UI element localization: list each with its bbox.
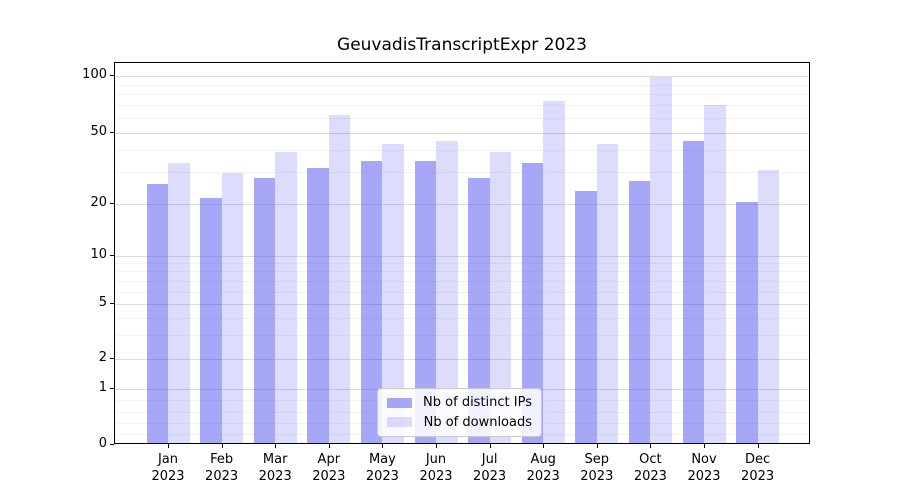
bar-downloads: [328, 114, 351, 443]
x-tick-mark: [168, 444, 169, 448]
y-axis-tick-label: 1: [98, 380, 107, 396]
bar-distinct-ips: [200, 197, 222, 443]
legend: Nb of distinct IPs Nb of downloads: [377, 388, 542, 437]
x-tick-mark: [382, 444, 384, 448]
bar-distinct-ips: [628, 181, 651, 443]
y-axis-tick-label: 0: [98, 436, 107, 451]
x-tick-mark: [489, 444, 491, 448]
y-axis-tick-label: 2: [98, 350, 107, 366]
gridline: [115, 172, 809, 174]
gridline: [115, 280, 809, 282]
gridline: [115, 317, 809, 319]
bar-downloads: [436, 140, 458, 443]
y-tick-mark: [110, 358, 114, 360]
x-axis-tick-label: Aug 2023: [526, 452, 560, 484]
x-axis-tick-label: Jan 2023: [151, 452, 185, 484]
gridline: [115, 262, 809, 264]
x-axis-tick-label: Dec 2023: [741, 452, 775, 484]
bar-distinct-ips: [468, 178, 490, 443]
x-axis-tick-label: Apr 2023: [312, 452, 346, 484]
gridline: [115, 271, 809, 273]
chart-title: GeuvadisTranscriptExpr 2023: [337, 35, 587, 55]
x-axis-tick-label: May 2023: [365, 452, 399, 484]
gridline: [115, 304, 809, 306]
y-axis-tick-label: 10: [90, 246, 107, 262]
x-axis-tick-label: Mar 2023: [258, 452, 292, 484]
bar-downloads: [382, 144, 404, 443]
bar-downloads: [168, 162, 190, 443]
x-tick-mark: [757, 444, 759, 448]
gridline: [115, 76, 809, 78]
legend-item: Nb of downloads: [387, 415, 532, 430]
y-axis-tick-label: 100: [82, 67, 107, 83]
plot-area: [114, 62, 810, 444]
x-tick-mark: [704, 444, 705, 448]
gridline: [115, 359, 809, 361]
y-tick-mark: [110, 254, 114, 256]
gridline: [115, 105, 809, 107]
x-tick-mark: [275, 444, 277, 448]
x-axis-tick-label: Sep 2023: [580, 452, 614, 484]
bar-distinct-ips: [414, 160, 436, 443]
bar-downloads: [757, 170, 780, 443]
x-tick-mark: [543, 444, 545, 448]
y-tick-mark: [110, 303, 114, 305]
gridline: [115, 255, 809, 257]
y-tick-mark: [110, 388, 114, 390]
bar-distinct-ips: [360, 160, 383, 443]
bar-downloads: [275, 151, 297, 443]
bar-distinct-ips: [253, 178, 276, 443]
x-axis-tick-label: Oct 2023: [633, 452, 667, 484]
bar-distinct-ips: [736, 201, 758, 443]
y-tick-mark: [110, 131, 114, 133]
y-tick-mark: [110, 202, 114, 204]
gridline: [115, 335, 809, 336]
gridline: [115, 291, 809, 293]
gridline: [115, 150, 809, 151]
bar-downloads: [704, 104, 726, 443]
bar-distinct-ips: [682, 140, 704, 443]
bar-distinct-ips: [575, 190, 597, 443]
bar-downloads: [596, 144, 619, 443]
bar-downloads: [650, 76, 672, 443]
x-axis-tick-label: Jun 2023: [419, 452, 453, 484]
y-tick-mark: [110, 75, 114, 77]
gridline: [115, 203, 809, 205]
y-axis-tick-label: 5: [98, 295, 107, 311]
legend-label: Nb of downloads: [423, 414, 532, 430]
legend-item: Nb of distinct IPs: [387, 395, 532, 410]
x-axis-tick-label: Feb 2023: [205, 452, 239, 484]
x-tick-mark: [436, 444, 437, 448]
y-axis-tick-label: 20: [90, 194, 107, 210]
bar-downloads: [221, 172, 244, 443]
legend-swatch-distinct-ips-icon: [387, 397, 412, 408]
x-axis-tick-label: Nov 2023: [687, 452, 721, 484]
gridline: [115, 117, 809, 119]
bar-downloads: [543, 101, 565, 443]
x-tick-mark: [650, 444, 652, 448]
x-tick-mark: [328, 444, 330, 448]
gridline: [115, 132, 809, 134]
y-tick-mark: [110, 444, 114, 445]
legend-swatch-downloads-icon: [387, 417, 412, 428]
legend-label: Nb of distinct IPs: [423, 395, 532, 411]
gridline: [115, 94, 809, 96]
x-tick-mark: [221, 444, 223, 448]
bar-distinct-ips: [307, 167, 329, 443]
bar-distinct-ips: [146, 184, 168, 443]
gridline: [115, 84, 809, 86]
x-axis-tick-label: Jul 2023: [473, 452, 507, 484]
y-axis-tick-label: 50: [90, 123, 107, 139]
bar-distinct-ips: [521, 162, 544, 443]
x-tick-mark: [596, 444, 598, 448]
bar-downloads: [489, 151, 512, 443]
